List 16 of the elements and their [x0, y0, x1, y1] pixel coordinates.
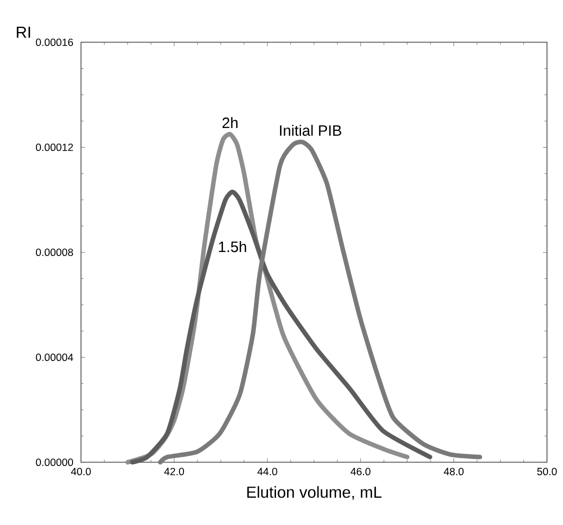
x-tick-label: 40.0 — [71, 468, 91, 476]
series-label: 1.5h — [219, 241, 246, 252]
x-tick-label: 42.0 — [164, 468, 184, 476]
y-tick-label: 0.00016 — [36, 38, 74, 46]
series-label: Initial PIB — [280, 124, 342, 136]
y-tick-label: 0.00008 — [36, 248, 74, 256]
x-axis-title: Elution volume, mL — [247, 486, 382, 500]
x-tick-label: 50.0 — [537, 468, 557, 476]
x-tick-label: 46.0 — [350, 468, 370, 476]
y-tick-label: 0.00000 — [36, 458, 74, 466]
series-label: 2h — [222, 117, 238, 128]
x-tick-label: 48.0 — [444, 468, 464, 476]
x-tick-label: 44.0 — [257, 468, 278, 476]
y-tick-label: 0.00012 — [36, 144, 73, 152]
y-tick-label: 0.00004 — [36, 354, 74, 362]
y-axis-title: RI — [16, 26, 30, 38]
